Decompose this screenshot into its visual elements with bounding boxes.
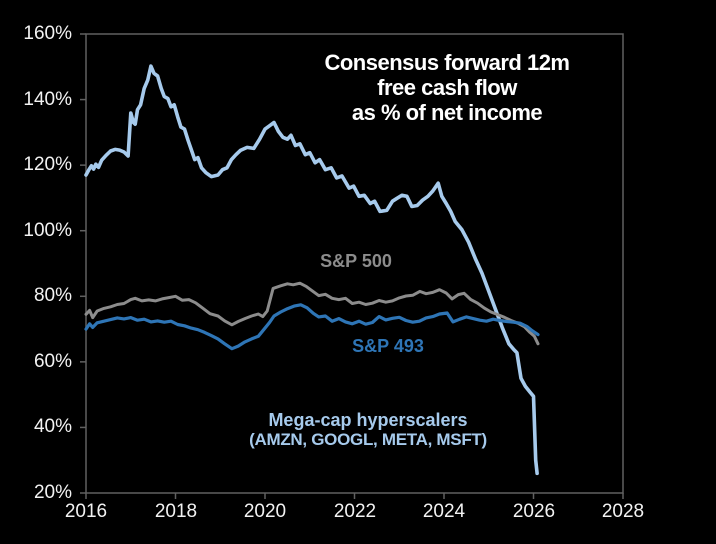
chart-title: Consensus forward 12m free cash flow as …	[287, 50, 607, 125]
hyperscalers-label-name: Mega-cap hyperscalers	[268, 410, 468, 430]
chart-title-line-3: as % of net income	[351, 100, 543, 125]
hyperscalers-label-tickers: (AMZN, GOOGL, META, MSFT)	[249, 430, 487, 449]
series-lines	[84, 64, 540, 476]
y-tick-label-100: 100%	[23, 220, 72, 241]
sp500-line	[84, 281, 540, 346]
x-tick-label-2016: 2016	[64, 501, 108, 522]
hyperscalers-series-label: Mega-cap hyperscalers (AMZN, GOOGL, META…	[218, 410, 518, 450]
y-tick-label-160: 160%	[23, 23, 72, 44]
chart-title-line-2: free cash flow	[377, 75, 517, 100]
sp493-line	[84, 303, 540, 351]
sp493-series-label: S&P 493	[352, 336, 424, 356]
y-tick-label-60: 60%	[33, 351, 72, 372]
y-tick-label-140: 140%	[23, 89, 72, 110]
x-tick-label-2028: 2028	[601, 501, 645, 522]
y-tick-label-120: 120%	[23, 154, 72, 175]
chart-title-line-1: Consensus forward 12m	[324, 50, 570, 75]
y-tick-label-80: 80%	[33, 285, 72, 306]
x-tick-label-2026: 2026	[512, 501, 556, 522]
axis-ticks	[80, 33, 624, 499]
sp500-series-label: S&P 500	[320, 251, 392, 271]
y-tick-label-20: 20%	[33, 482, 72, 503]
x-tick-label-2022: 2022	[333, 501, 377, 522]
x-tick-label-2018: 2018	[154, 501, 198, 522]
hyperscalers-line	[84, 64, 539, 476]
x-tick-label-2020: 2020	[243, 501, 287, 522]
y-tick-label-40: 40%	[33, 416, 72, 437]
x-tick-label-2024: 2024	[422, 501, 466, 522]
